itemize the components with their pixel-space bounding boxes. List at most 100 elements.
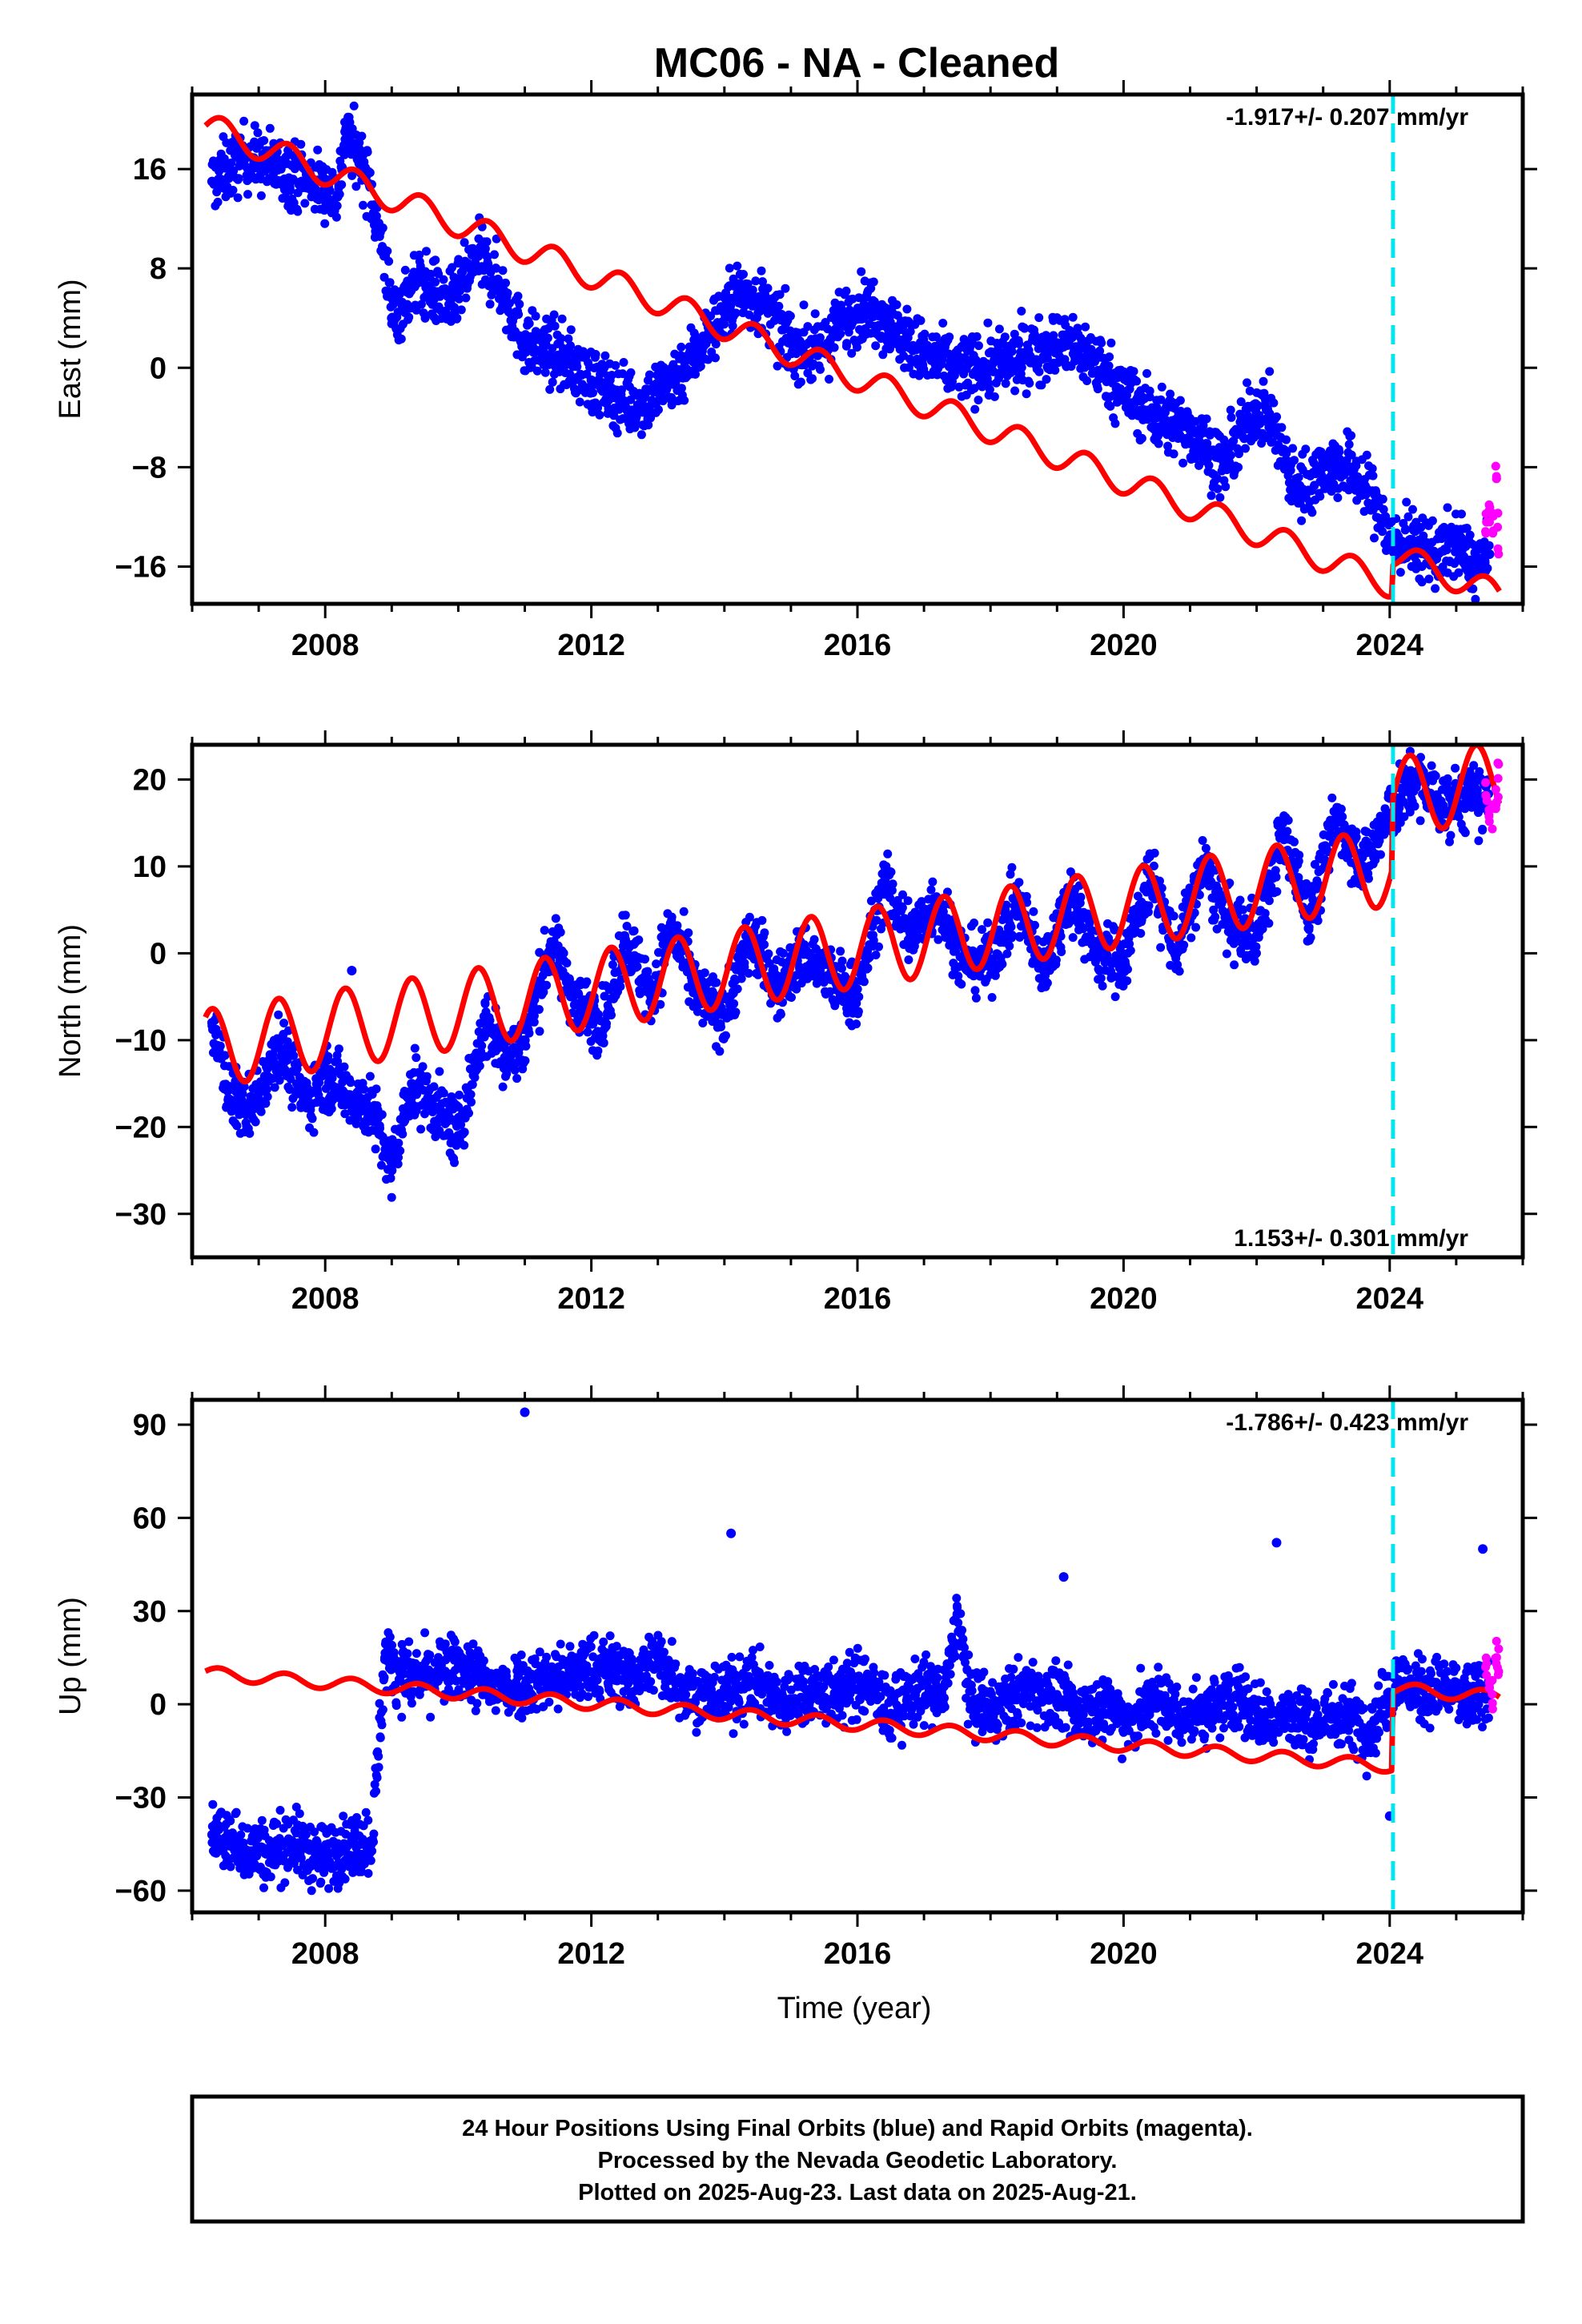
final-orbit-point (990, 971, 1000, 980)
final-orbit-point (1097, 338, 1106, 348)
x-tick-label: 2008 (291, 629, 359, 662)
final-orbit-point (986, 363, 996, 373)
final-orbit-point (1104, 361, 1114, 371)
final-orbit-point (307, 1114, 317, 1124)
final-orbit-point (644, 370, 654, 380)
final-orbit-point (393, 1160, 403, 1168)
y-tick-label: −8 (132, 451, 167, 485)
final-orbit-point (1259, 388, 1269, 398)
final-orbit-point (387, 313, 397, 324)
final-orbit-point (1251, 400, 1262, 410)
final-orbit-point (773, 361, 782, 371)
final-orbit-point (431, 255, 440, 265)
final-orbit-point (503, 288, 512, 298)
final-orbit-point (385, 278, 395, 287)
final-orbit-point (1347, 450, 1356, 460)
final-orbit-point (679, 907, 689, 916)
final-orbit-point (539, 987, 548, 997)
final-orbit-point (607, 371, 616, 380)
final-orbit-point (974, 396, 983, 404)
final-orbit-point (1215, 493, 1225, 502)
final-orbit-point (380, 251, 390, 261)
final-orbit-point (1213, 474, 1222, 483)
final-orbit-point (300, 199, 310, 208)
final-orbit-point (473, 251, 484, 261)
final-orbit-point (286, 186, 295, 195)
final-orbit-point (286, 1074, 295, 1084)
final-orbit-point (1049, 331, 1058, 340)
final-orbit-point (283, 1037, 292, 1047)
final-orbit-point (429, 1082, 439, 1092)
final-orbit-point (514, 310, 524, 320)
final-orbit-point (1306, 933, 1315, 943)
final-orbit-point (1152, 412, 1162, 423)
final-orbit-point (632, 400, 643, 410)
final-orbit-point (270, 1083, 279, 1092)
final-orbit-point (1144, 901, 1154, 911)
final-orbit-point (609, 411, 619, 420)
final-orbit-point (854, 293, 864, 303)
final-orbit-point (1335, 454, 1344, 464)
final-orbit-point (1175, 396, 1185, 405)
final-orbit-point (1150, 848, 1159, 858)
final-orbit-point (480, 244, 490, 254)
final-orbit-point (1125, 939, 1134, 949)
final-orbit-point (1025, 379, 1034, 388)
chart-title: MC06 - NA - Cleaned (654, 40, 1060, 86)
final-orbit-point (422, 247, 431, 256)
final-orbit-point (1243, 378, 1251, 388)
final-orbit-point (285, 1085, 295, 1094)
final-orbit-point (636, 430, 646, 440)
final-orbit-point (796, 377, 805, 387)
final-orbit-point (492, 263, 501, 273)
final-orbit-point (1282, 448, 1291, 458)
final-orbit-point (1204, 460, 1214, 470)
final-orbit-point (1034, 313, 1044, 323)
rapid-orbit-point (1494, 549, 1504, 559)
final-orbit-point (970, 986, 980, 995)
final-orbit-point (1219, 462, 1228, 472)
final-orbit-point (420, 1109, 429, 1119)
final-orbit-point (934, 935, 943, 944)
final-orbit-point (1136, 929, 1146, 938)
final-orbit-point (274, 164, 283, 175)
final-orbit-point (1335, 447, 1344, 456)
final-orbit-point (853, 1007, 863, 1016)
final-orbit-point (1098, 981, 1107, 991)
final-orbit-point (529, 1011, 539, 1020)
final-orbit-point (1295, 850, 1304, 860)
final-orbit-point (477, 1041, 487, 1051)
final-orbit-point (852, 1019, 861, 1029)
final-orbit-point (865, 300, 876, 311)
final-orbit-point (287, 1103, 297, 1112)
final-orbit-point (262, 1084, 271, 1094)
final-orbit-point (720, 320, 729, 329)
final-orbit-point (1057, 947, 1066, 956)
final-orbit-point (1202, 414, 1211, 424)
final-orbit-point (785, 338, 796, 348)
final-orbit-point (346, 1078, 355, 1088)
final-orbit-point (337, 180, 347, 190)
final-orbit-point (1234, 463, 1243, 472)
final-orbit-point (677, 342, 686, 352)
final-orbit-point (1347, 431, 1356, 440)
y-tick-label: 16 (133, 153, 167, 187)
final-orbit-point (1203, 454, 1212, 464)
final-orbit-point (841, 286, 851, 296)
final-orbit-point (398, 1129, 408, 1139)
final-orbit-point (482, 237, 492, 247)
final-orbit-point (1294, 472, 1303, 482)
north-panel: 2008 2012 2016 2020 2024−30−20−1001020North … (54, 730, 1537, 1316)
final-orbit-point (813, 350, 823, 360)
final-orbit-point (1443, 503, 1452, 513)
final-orbit-point (790, 372, 800, 380)
final-orbit-point (251, 1117, 260, 1127)
final-orbit-point (987, 993, 997, 1002)
final-orbit-point (632, 962, 642, 971)
final-orbit-point (1015, 933, 1025, 942)
final-orbit-point (416, 1124, 426, 1134)
final-orbit-point (859, 300, 869, 309)
final-orbit-point (903, 896, 913, 906)
final-orbit-point (1471, 561, 1481, 572)
